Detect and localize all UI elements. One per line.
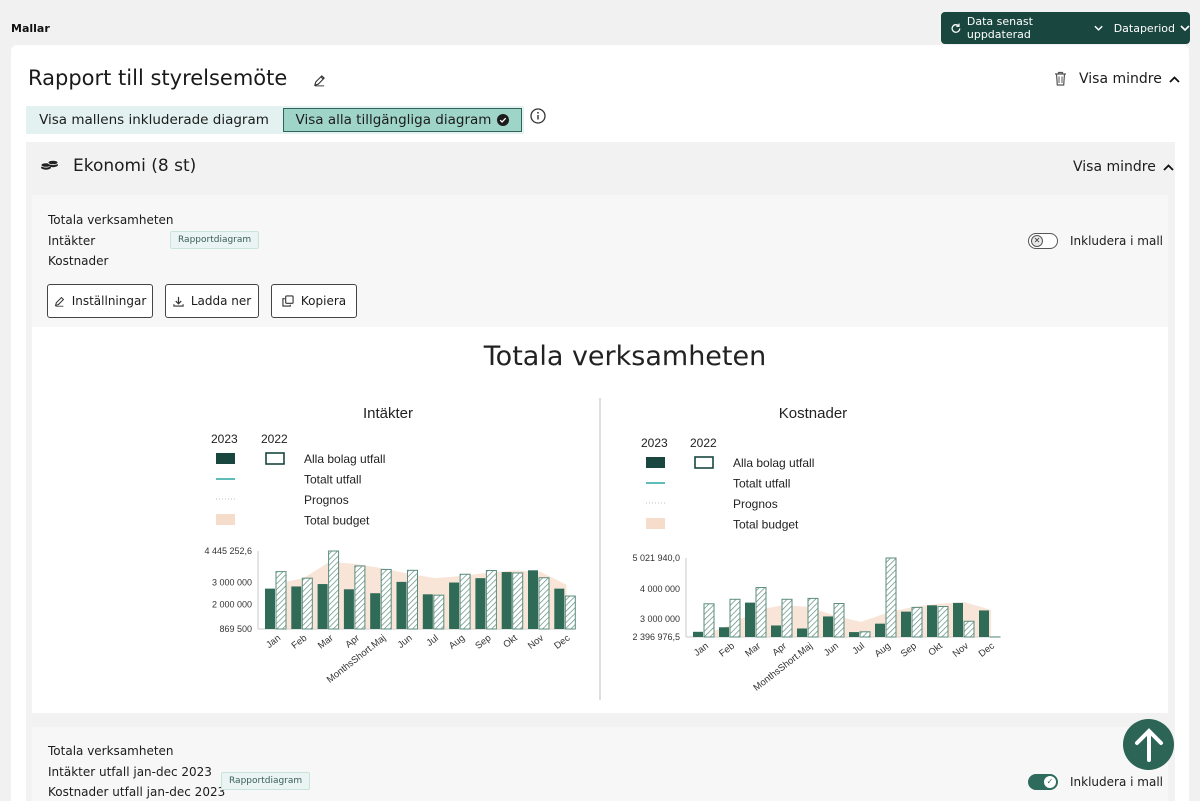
chart-item-line: Kostnader [48, 254, 109, 268]
chart-main-title: Totala verksamheten [483, 341, 767, 372]
edit-icon[interactable] [313, 72, 326, 91]
data-updated-dropdown[interactable]: Data senast uppdaterad [950, 15, 1103, 41]
settings-button[interactable]: Inställningar [47, 284, 153, 318]
collapse-section-button[interactable]: Visa mindre [1073, 159, 1174, 175]
include-label: Inkludera i mall [1070, 775, 1163, 789]
data-period-label: Dataperiod [1113, 21, 1175, 35]
info-icon[interactable] [530, 108, 546, 128]
chart-card [32, 327, 1168, 713]
include-toggle[interactable]: ✕ [1028, 233, 1058, 249]
top-bar: Mallar Data senast uppdaterad Dataperiod [0, 0, 1200, 45]
breadcrumb[interactable]: Mallar [11, 22, 50, 35]
data-bar: Data senast uppdaterad Dataperiod [941, 12, 1190, 44]
collapse-report-button[interactable]: Visa mindre [1079, 71, 1180, 87]
chart-item-line: Kostnader utfall jan-dec 2023 [48, 785, 226, 799]
chart-item-line: Totala verksamheten [48, 213, 174, 227]
chart-item-line: Intäkter [48, 234, 96, 248]
chevron-up-icon [1163, 163, 1174, 171]
view-toggle-all[interactable]: Visa alla tillgängliga diagram [283, 108, 522, 132]
edit-icon [54, 296, 64, 307]
chevron-down-icon [1180, 24, 1190, 31]
download-button[interactable]: Ladda ner [165, 284, 259, 318]
close-icon: ✕ [1031, 235, 1043, 247]
collapse-report-label: Visa mindre [1079, 71, 1162, 87]
arrow-up-icon [1134, 727, 1163, 762]
settings-label: Inställningar [71, 294, 147, 308]
data-period-dropdown[interactable]: Dataperiod [1114, 22, 1190, 35]
view-toggle-included[interactable]: Visa mallens inkluderade diagram [39, 112, 269, 128]
chart-item-line: Totala verksamheten [48, 744, 174, 758]
scroll-to-top-button[interactable] [1123, 719, 1174, 770]
copy-label: Kopiera [300, 294, 347, 308]
download-label: Ladda ner [190, 294, 252, 308]
download-icon [173, 296, 184, 307]
data-updated-label: Data senast uppdaterad [966, 15, 1033, 41]
page-title: Rapport till styrelsemöte [28, 66, 288, 90]
trash-icon[interactable] [1054, 71, 1067, 90]
check-circle-icon [497, 114, 510, 126]
copy-icon [282, 295, 294, 307]
chevron-up-icon [1169, 75, 1180, 83]
report-chart-tag: Rapportdiagram [221, 772, 311, 790]
coins-icon [40, 157, 59, 176]
view-toggle-all-label: Visa alla tillgängliga diagram [295, 112, 492, 128]
report-chart-tag: Rapportdiagram [170, 231, 260, 249]
section-title: Ekonomi (8 st) [73, 156, 197, 176]
collapse-section-label: Visa mindre [1073, 159, 1156, 175]
include-toggle[interactable]: ✓ [1028, 774, 1058, 790]
check-icon: ✓ [1044, 776, 1056, 788]
include-label: Inkludera i mall [1070, 234, 1163, 248]
chart-item-line: Intäkter utfall jan-dec 2023 [48, 765, 212, 779]
copy-button[interactable]: Kopiera [271, 284, 357, 318]
refresh-icon [951, 23, 961, 33]
chevron-down-icon [1093, 25, 1103, 31]
